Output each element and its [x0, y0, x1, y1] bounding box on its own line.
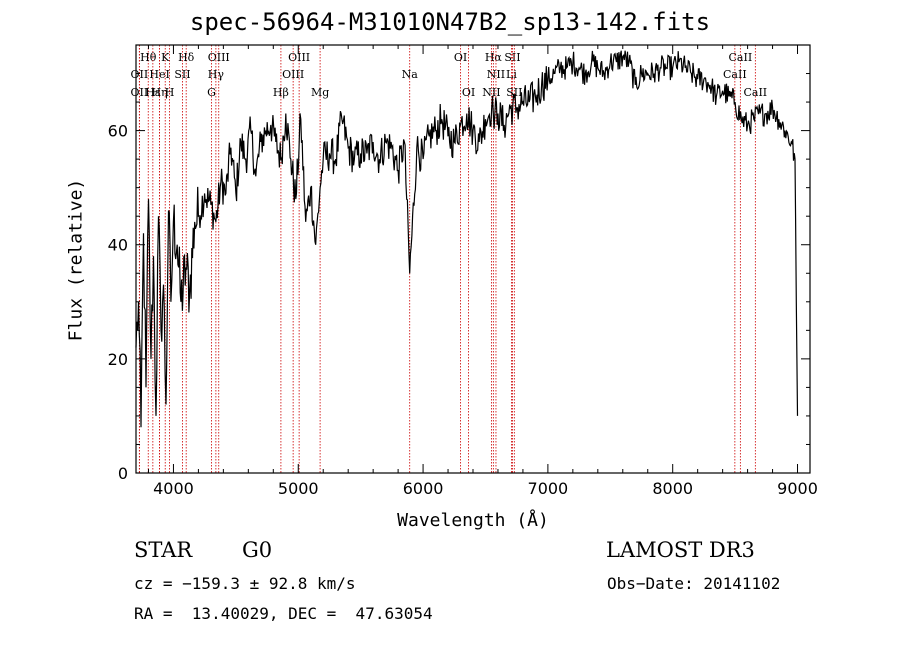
y-tick-label: 20 [108, 350, 128, 369]
y-axis-ticks: 0 20 40 60 [108, 73, 810, 483]
survey-name: LAMOST DR3 [606, 538, 755, 562]
marker-label: SII [504, 51, 520, 64]
marker-label: NII [482, 86, 500, 99]
marker-label: Hα [485, 51, 503, 64]
marker-label: NII [487, 68, 505, 81]
y-tick-label: 40 [108, 236, 128, 255]
marker-label: CaII [743, 86, 767, 99]
object-class: STAR [134, 538, 193, 562]
spectrum-line [135, 50, 799, 428]
marker-label: HeI [149, 68, 169, 81]
marker-label: H [165, 86, 175, 99]
x-tick-label: 5000 [278, 479, 319, 498]
x-tick-label: 8000 [652, 479, 693, 498]
marker-label: Mg [311, 86, 329, 99]
marker-label: OII [131, 68, 149, 81]
marker-label: Li [506, 68, 517, 81]
marker-label: Hδ [178, 51, 195, 64]
marker-label: Hε [145, 86, 161, 99]
chart-title: spec-56964-M31010N47B2_sp13-142.fits [189, 8, 711, 36]
plot-frame [135, 44, 811, 474]
marker-label: Hβ [273, 86, 289, 99]
marker-label: SII [174, 68, 190, 81]
marker-label: SII [506, 86, 522, 99]
marker-label: Hθ [140, 51, 157, 64]
x-tick-label: 6000 [403, 479, 444, 498]
marker-label: OIII [208, 51, 230, 64]
x-tick-label: 4000 [153, 479, 194, 498]
marker-label: G [207, 86, 216, 99]
marker-label: OI [454, 51, 467, 64]
marker-label: CaII [723, 68, 747, 81]
marker-label: Na [402, 68, 419, 81]
y-tick-label: 0 [118, 464, 128, 483]
x-axis-label: Wavelength (Å) [397, 510, 549, 531]
marker-label: Hγ [208, 68, 225, 81]
observation-date: Obs−Date: 20141102 [607, 574, 781, 593]
x-axis-ticks: 4000 5000 6000 7000 8000 9000 [147, 45, 818, 498]
marker-label: Hη [151, 86, 167, 99]
marker-label: OII [131, 86, 149, 99]
x-tick-label: 7000 [528, 479, 569, 498]
redshift-velocity: cz = −159.3 ± 92.8 km/s [134, 574, 356, 593]
spectral-subclass: G0 [242, 538, 273, 562]
marker-label: OIII [288, 51, 310, 64]
marker-label: K [161, 51, 170, 64]
marker-label: OIII [282, 68, 304, 81]
y-tick-label: 60 [108, 122, 128, 141]
marker-label: CaII [729, 51, 753, 64]
y-axis-label: Flux (relative) [65, 178, 87, 342]
coordinates: RA = 13.40029, DEC = 47.63054 [134, 604, 433, 623]
x-tick-label: 9000 [777, 479, 818, 498]
marker-label: OI [462, 86, 475, 99]
